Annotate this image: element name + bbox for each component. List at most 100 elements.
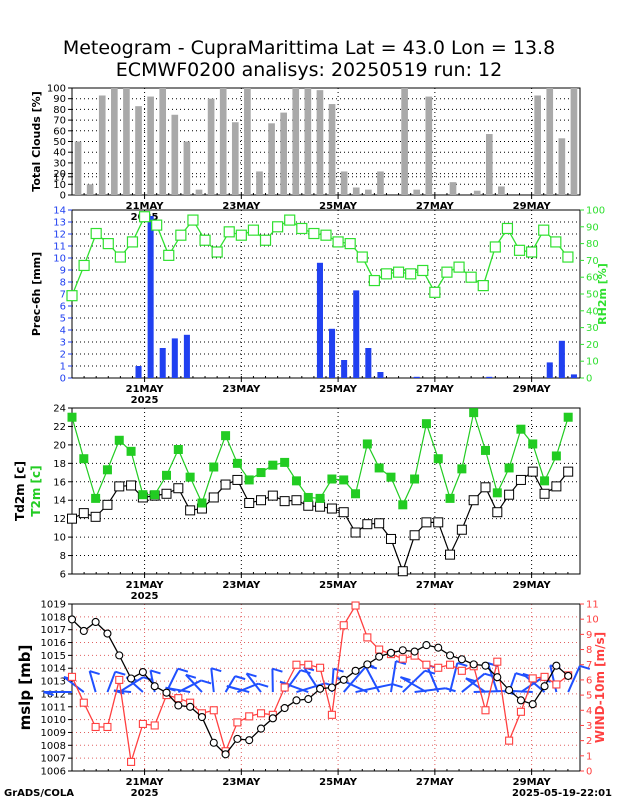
wind-barb-flag [43,691,54,697]
wind-point [103,722,112,732]
rh-point [332,236,344,248]
wind-point [174,694,183,703]
y-tick-label: 13 [53,218,66,229]
x-tick-label: 23MAY [222,777,261,788]
td2m-point [185,505,196,516]
cloud-bar [316,90,324,195]
wind-barb-flag [185,673,197,679]
rh-point [235,229,247,241]
y2-axis-label-wind: WIND-10m [m/s] [593,632,607,743]
precip-bar [558,340,565,378]
mslp-point [127,674,136,683]
y-tick-label: 1014 [41,664,66,675]
mslp-point [469,660,478,669]
cloud-bar [534,95,541,195]
y-tick-label: 1 [60,362,66,373]
x-tick-label: 23MAY [222,580,261,591]
wind-barb-flag [210,667,222,673]
rh-point [380,268,393,280]
cloud-bar [147,96,154,195]
x-tick-label: 27MAY [416,580,455,591]
x-tick-label: 27MAY [416,384,455,395]
rh-point [247,224,260,236]
t2m-point [504,463,514,473]
td2m-point [267,490,278,501]
y-tick-label: 12 [53,230,66,241]
wind-barb [414,687,446,694]
t2m-point [162,470,172,480]
y-tick-label: 17 [53,172,66,183]
cloud-bar [377,171,384,195]
cloud-bar [74,141,82,195]
y-axis-label-precip: Prec-6h [mm] [30,252,43,336]
wind-point [256,709,266,718]
t2m-point [315,493,325,503]
wind-point [280,683,289,692]
mslp-point [481,661,490,670]
precip-bar [171,338,178,378]
rh-point [199,234,211,246]
wind-point [351,601,360,610]
wind-barb-flag [150,669,161,675]
rh-point [417,264,429,277]
y-tick-label: 9 [60,266,66,277]
cloud-bar [352,187,360,195]
y-tick-label: 24 [53,404,66,415]
footer-right: 2025-05-19-22:01 [512,788,612,799]
wind-barb-flag [200,679,212,685]
y-axis-label-mslp: mslp [mb] [16,645,34,731]
x-tick-label: 29MAY [513,201,552,212]
rh-point [501,222,514,235]
cloud-bar [219,88,227,195]
t2m-point [114,435,124,445]
wind-barb-flag [246,672,257,678]
precip-bar [316,262,323,378]
wind-point [127,757,136,766]
x-tick-label: 21MAY [126,384,165,395]
td2m-point [279,496,290,507]
x-tick-sublabel: 2025 [131,591,159,602]
t2m-point [516,424,526,434]
y-tick-label: 100 [47,84,66,95]
y-tick-label: 1008 [41,741,66,752]
wind-point [67,672,77,681]
td2m-point [208,492,219,503]
rh-point [66,290,78,302]
x-tick-label: 23MAY [222,201,261,212]
y2-tick-label: 5 [586,691,592,702]
td2m-point [445,549,456,560]
wind-barb-flag [89,670,100,676]
t2m-point [91,493,101,503]
x-tick-label: 23MAY [222,384,261,395]
y2-tick-label: 20 [586,340,599,351]
wind-point [339,621,348,630]
wind-barb [522,673,546,693]
precip-bar [377,372,384,378]
mslp-point [115,651,124,660]
rh-point [489,241,501,253]
td2m-point [397,566,408,577]
wind-barb [118,676,144,693]
wind-barb-flag [400,676,411,682]
x-tick-label: 29MAY [513,777,552,788]
y-tick-label: 60 [53,126,66,137]
precip-bar [486,376,493,378]
y-tick-label: 1013 [41,677,66,688]
td2m-point [326,503,337,514]
y2-tick-label: 6 [586,675,592,686]
mslp-point [410,647,419,656]
wind-barb-flag [579,664,591,670]
mslp-point [245,736,254,745]
cloud-bar [401,88,408,195]
y2-tick-label: 50 [586,290,599,301]
wind-barb [402,669,426,693]
td2m-point [456,524,467,535]
wind-barb [210,668,215,693]
t2m-point [469,408,479,418]
y-tick-label: 30 [53,158,66,169]
y2-tick-label: 30 [586,323,599,334]
t2m-point [268,460,278,470]
rh-point [429,286,441,298]
y-tick-label: 1007 [41,754,66,765]
wind-barb-flag [226,685,238,691]
